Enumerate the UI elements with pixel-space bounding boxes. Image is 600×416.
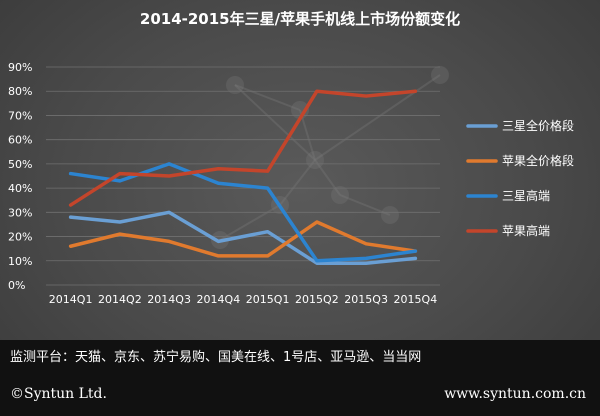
x-tick-label: 2015Q4 [394,293,438,306]
watermark-node [226,76,244,94]
watermark-node [381,206,399,224]
watermark-edge [234,84,301,111]
x-tick-label: 2014Q3 [147,293,191,306]
watermark-edge [279,159,316,206]
watermark-edge [339,194,391,216]
legend-label: 苹果高端 [502,223,550,238]
x-tick-label: 2014Q2 [98,293,142,306]
watermark-edge [219,204,281,241]
line-chart: 2014-2015年三星/苹果手机线上市场份额变化 0% 10% 20% 30% 40%… [8,10,574,306]
series-line-3 [68,89,418,207]
y-tick-label: 30% [8,206,32,219]
y-tick-label: 50% [8,158,32,171]
y-tick-label: 90% [8,61,32,74]
footer-band [0,340,600,416]
watermark-edge [314,159,341,196]
watermark-node [431,66,449,84]
y-tick-label: 10% [8,255,32,268]
legend-label: 苹果全价格段 [502,153,574,168]
x-axis-ticks: 2014Q1 2014Q2 2014Q3 2014Q4 2015Q1 2015Q2 2015… [49,293,437,306]
y-tick-label: 0% [8,279,25,292]
series-line-2 [68,162,418,263]
copyright-text: ©Syntun Ltd. [10,386,107,402]
y-axis-ticks: 0% 10% 20% 30% 40% 50% 60% 70% 80% 90% [8,61,32,292]
series-line-0 [68,210,418,265]
monitoring-platforms: 监测平台：天猫、京东、苏宁易购、国美在线、1号店、亚马逊、当当网 [10,350,422,365]
series-line-1 [68,220,418,258]
y-tick-label: 20% [8,231,32,244]
x-tick-label: 2014Q1 [49,293,93,306]
x-tick-label: 2014Q4 [197,293,241,306]
y-tick-label: 80% [8,85,32,98]
watermark-edge [299,109,316,161]
y-tick-label: 60% [8,134,32,147]
watermark-node [331,186,349,204]
chart-title: 2014-2015年三星/苹果手机线上市场份额变化 [140,10,460,28]
x-tick-label: 2015Q2 [295,293,339,306]
series-lines [68,89,418,265]
website-text: www.syntun.com.cn [444,386,586,402]
y-tick-label: 40% [8,182,32,195]
y-tick-label: 70% [8,109,32,122]
watermark-node [306,151,324,169]
x-tick-label: 2015Q3 [344,293,388,306]
x-tick-label: 2015Q1 [246,293,290,306]
gridlines [46,66,440,286]
legend-label: 三星全价格段 [502,118,574,133]
watermark-edge [314,74,441,161]
legend-label: 三星高端 [502,188,550,203]
watermark-edge [234,84,316,161]
